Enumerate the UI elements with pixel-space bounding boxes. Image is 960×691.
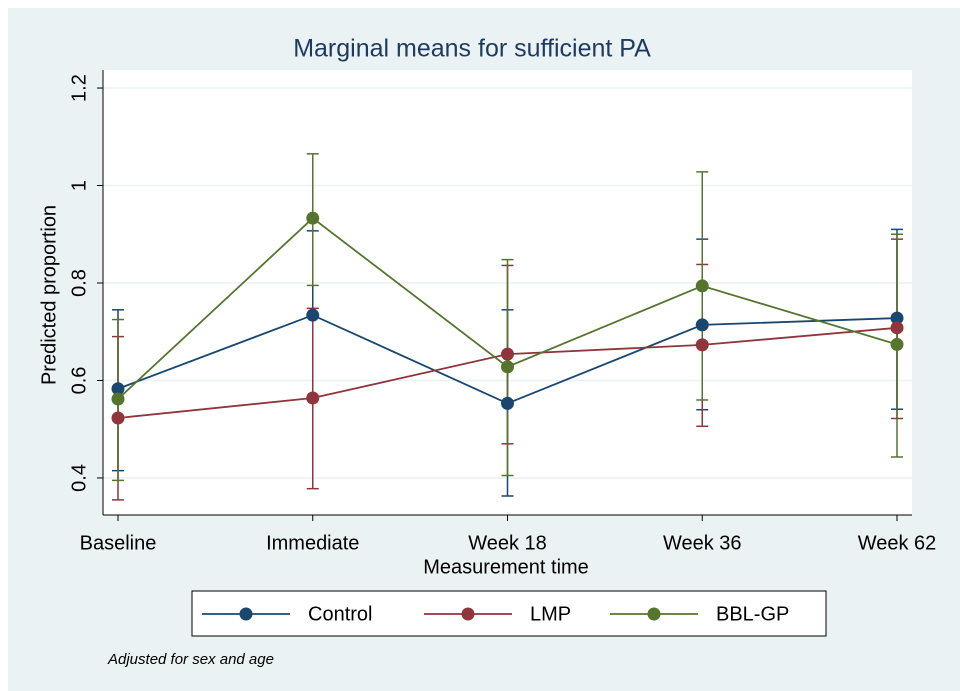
legend-label: Control xyxy=(308,603,372,625)
x-tick-label: Immediate xyxy=(266,532,359,554)
point xyxy=(111,382,125,396)
point xyxy=(306,211,320,225)
point xyxy=(890,321,904,335)
point xyxy=(890,311,904,325)
point xyxy=(306,308,320,322)
x-axis-label: Measurement time xyxy=(423,556,589,578)
legend-label: BBL-GP xyxy=(716,603,789,625)
point xyxy=(501,360,514,374)
point xyxy=(695,338,709,352)
y-tick-label: 1.2 xyxy=(68,74,90,102)
point xyxy=(501,396,514,410)
point xyxy=(111,392,125,406)
y-tick-label: 0.6 xyxy=(68,367,90,395)
y-tick-label: 1 xyxy=(68,180,90,191)
x-tick-label: Week 62 xyxy=(858,532,937,554)
y-tick-label: 0.4 xyxy=(68,464,90,492)
legend-marker xyxy=(647,607,661,621)
point xyxy=(111,411,125,425)
y-axis-label: Predicted proportion xyxy=(38,205,60,385)
point xyxy=(695,318,709,332)
point xyxy=(501,347,514,361)
point xyxy=(695,279,709,293)
x-tick-label: Week 18 xyxy=(468,532,547,554)
x-tick-label: Baseline xyxy=(80,532,157,554)
note: Adjusted for sex and age xyxy=(107,651,274,668)
chart-title: Marginal means for sufficient PA xyxy=(293,35,651,63)
legend-box xyxy=(191,590,827,637)
point xyxy=(306,391,320,405)
legend-marker xyxy=(239,607,253,621)
legend-marker xyxy=(461,607,475,621)
x-tick-label: Week 36 xyxy=(663,532,742,554)
y-tick-label: 0.8 xyxy=(68,269,90,297)
legend-label: LMP xyxy=(530,603,571,625)
point xyxy=(890,337,904,351)
